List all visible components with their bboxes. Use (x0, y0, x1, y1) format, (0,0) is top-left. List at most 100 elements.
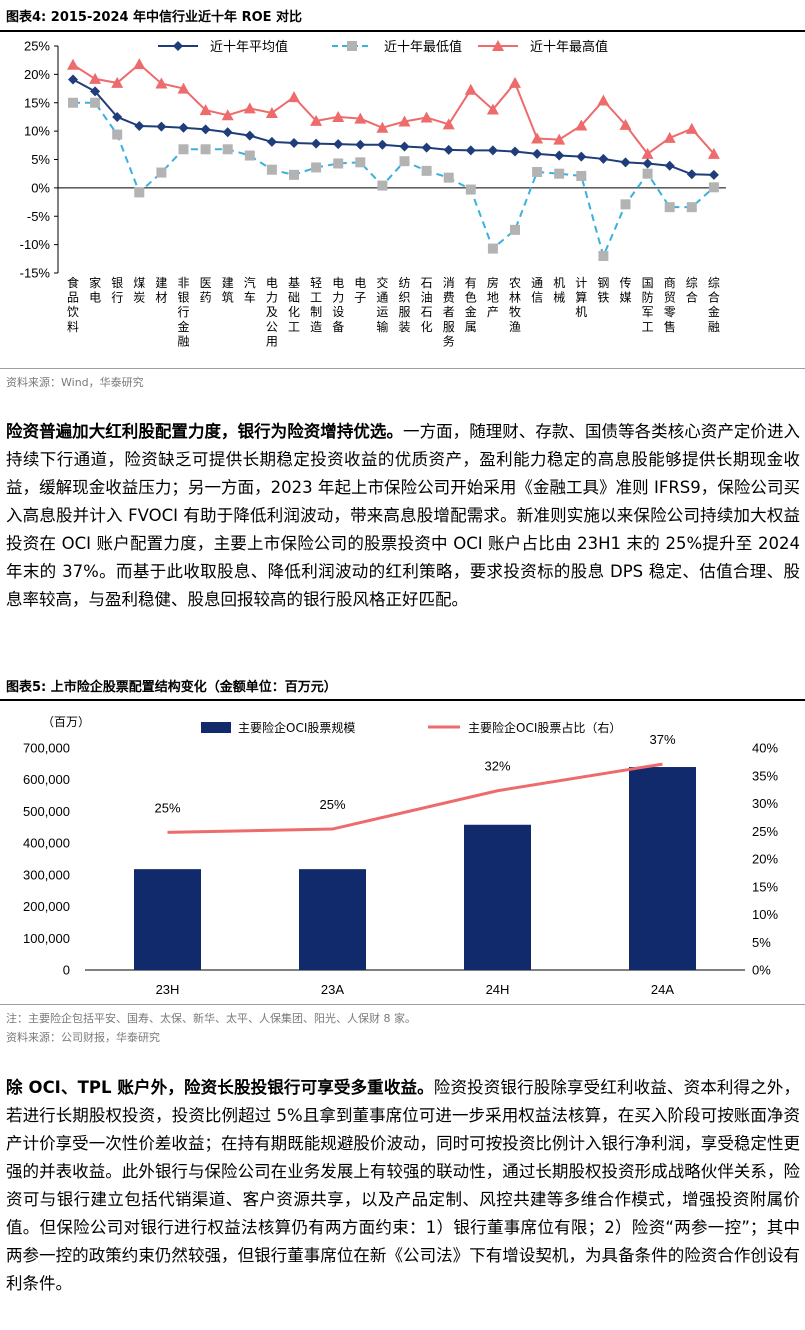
y-tick-label: 5% (31, 152, 50, 167)
legend-label-1: 近十年平均值 (210, 39, 288, 55)
series-3-point (133, 58, 146, 70)
legend-line-label: 主要险企OCI股票占比（右） (468, 720, 621, 735)
y-tick-label: 100,000 (23, 931, 70, 946)
x-tick-label: 石油石化 (421, 276, 433, 334)
x-tick-label: 家电 (89, 275, 101, 305)
series-2-point (399, 156, 410, 167)
y-tick-label: 10% (24, 124, 50, 139)
figure4-top-rule (0, 30, 805, 32)
paragraph-2-body: 险资投资银行股除享受红利收益、资本利得之外，若进行长期股权投资，投资比例超过 5… (6, 1078, 800, 1293)
figure5-bottom-rule (0, 1004, 805, 1005)
data-label: 32% (484, 759, 510, 774)
y-tick-label: 20% (24, 67, 50, 82)
series-2-point (200, 144, 211, 155)
x-tick-label: 电力设备 (332, 276, 344, 334)
data-label: 37% (649, 732, 675, 747)
series-2-point (421, 165, 432, 176)
y2-tick-label: 5% (752, 935, 771, 950)
y-tick-label: 15% (24, 95, 50, 110)
series-1-point (178, 122, 189, 133)
x-tick-label: 机械 (553, 276, 565, 305)
series-1-point (244, 130, 255, 141)
series-line-3 (72, 62, 715, 156)
series-2-point (355, 157, 366, 168)
x-tick-label: 国防军工 (642, 276, 654, 334)
series-2-point (311, 162, 322, 173)
series-1-point (134, 121, 145, 132)
bar (134, 869, 201, 970)
paragraph-1-lead: 险资普遍加大红利股配置力度，银行为险资增持优选。 (6, 422, 404, 441)
series-3-point (486, 103, 499, 115)
series-2-point (68, 97, 78, 108)
bar (464, 824, 531, 970)
y2-tick-label: 20% (752, 852, 778, 867)
series-3-point (597, 94, 610, 106)
series-2-point (554, 168, 565, 179)
legend-label-3: 近十年最高值 (530, 39, 608, 55)
series-line-1 (72, 78, 714, 176)
x-tick-label: 综合金融 (708, 276, 720, 334)
series-2-point (90, 97, 101, 108)
y-tick-label: 0 (63, 963, 70, 978)
figure4-title: 图表4: 2015-2024 年中信行业近十年 ROE 对比 (6, 10, 303, 25)
series-2-point (222, 144, 233, 155)
series-2-point (443, 172, 454, 183)
y-tick-label: 700,000 (23, 741, 70, 756)
legend-marker-1 (173, 41, 183, 51)
series-3-point (89, 72, 102, 84)
y2-tick-label: 40% (752, 741, 778, 756)
x-tick-label: 24H (486, 982, 510, 997)
series-1-point (200, 124, 211, 135)
series-3-point (509, 76, 521, 88)
series-1-point (421, 142, 432, 153)
x-tick-label: 汽车 (244, 275, 256, 305)
series-2-point (289, 169, 299, 180)
series-3-point (354, 112, 367, 124)
x-tick-label: 交通运输 (376, 275, 388, 334)
series-1-point (112, 111, 123, 122)
series-3-point (398, 115, 411, 127)
y-tick-label: 25% (24, 39, 50, 54)
series-3-point (464, 83, 477, 95)
series-3-point (199, 104, 212, 116)
paragraph-2-lead: 除 OCI、TPL 账户外，险资长股投银行可享受多重收益。 (6, 1078, 434, 1097)
series-2-point (510, 224, 520, 235)
series-line-2 (73, 101, 715, 259)
series-1-point (289, 138, 299, 149)
legend-bar-swatch (201, 722, 231, 733)
x-tick-label: 钢铁 (597, 276, 609, 305)
x-tick-label: 建材 (155, 276, 167, 305)
legend-marker-2 (347, 41, 357, 51)
series-3-point (332, 110, 345, 122)
ratio-line (167, 762, 663, 834)
paragraph-2: 除 OCI、TPL 账户外，险资长股投银行可享受多重收益。险资投资银行股除享受红… (6, 1074, 800, 1298)
series-2-point (112, 129, 123, 140)
series-1-point (399, 141, 410, 152)
y2-tick-label: 30% (752, 796, 778, 811)
series-1-point (532, 148, 543, 159)
series-3-point (575, 119, 588, 131)
x-tick-label: 基础化工 (288, 276, 300, 334)
y-tick-label: 600,000 (23, 772, 70, 787)
series-1-point (377, 139, 388, 150)
series-3-point (442, 118, 455, 130)
paragraph-1-body: 一方面，随理财、存款、国债等各类核心资产定价进入持续下行通道，险资缺乏可提供长期… (6, 422, 801, 609)
series-3-point (553, 133, 566, 145)
series-1-point (311, 138, 322, 149)
series-2-point (377, 180, 388, 191)
series-2-point (532, 166, 543, 177)
paragraph-1: 险资普遍加大红利股配置力度，银行为险资增持优选。一方面，随理财、存款、国债等各类… (6, 418, 800, 614)
series-1-point (156, 121, 167, 132)
series-3-point (221, 109, 234, 121)
series-1-point (465, 145, 476, 156)
y-tick-label: 200,000 (23, 899, 70, 914)
x-tick-label: 纺织服装 (398, 276, 410, 334)
series-3-point (376, 121, 389, 133)
series-1-point (620, 157, 631, 168)
series-3-point (619, 118, 632, 130)
x-tick-label: 有色金属 (465, 276, 477, 334)
x-tick-label: 23A (321, 982, 344, 997)
data-label: 25% (319, 797, 345, 812)
series-2-point (598, 250, 609, 261)
figure4-bottom-rule (0, 368, 805, 369)
